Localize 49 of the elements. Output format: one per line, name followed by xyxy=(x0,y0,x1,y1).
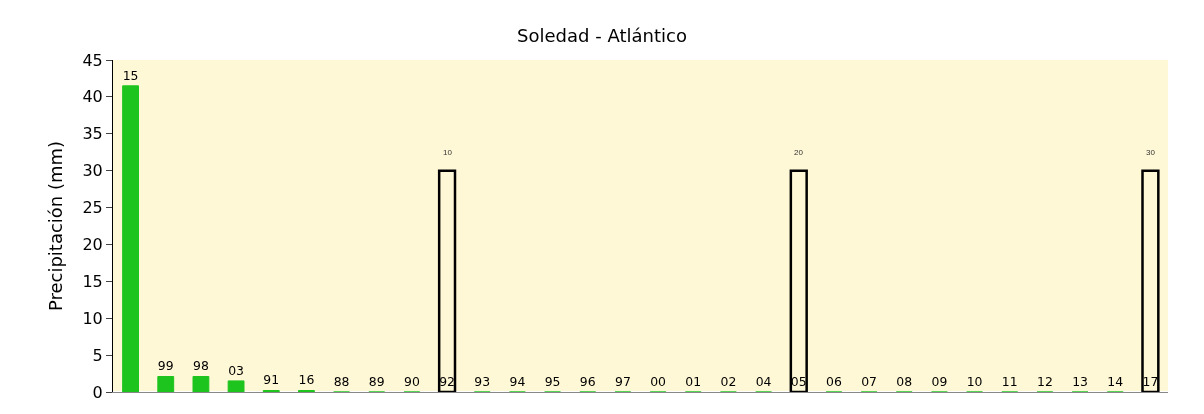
x-tick-label: 90 xyxy=(404,373,420,389)
bar xyxy=(1141,169,1160,392)
annotation: 30 xyxy=(1146,148,1156,157)
x-tick-label: 88 xyxy=(333,373,350,389)
x-tick-label: 97 xyxy=(615,373,631,389)
y-tick-label: 30 xyxy=(82,161,103,181)
x-tick-label: 95 xyxy=(544,373,561,389)
x-tick-label: 92 xyxy=(439,373,455,389)
chart-title: Soledad - Atlántico xyxy=(517,24,687,46)
annotation: 20 xyxy=(794,148,804,157)
x-tick-label: 12 xyxy=(1037,373,1053,389)
y-axis-title: Precipitación (mm) xyxy=(44,140,66,312)
y-tick-label: 20 xyxy=(82,235,103,255)
bar xyxy=(122,85,139,392)
x-tick-label: 96 xyxy=(579,373,596,389)
x-tick-label: 99 xyxy=(157,358,174,374)
y-tick-label: 35 xyxy=(82,124,103,144)
y-tick-label: 15 xyxy=(82,271,103,291)
y-tick-label: 45 xyxy=(82,50,103,70)
x-tick-label: 06 xyxy=(826,373,842,389)
y-tick-label: 10 xyxy=(82,308,103,328)
x-tick-label: 07 xyxy=(861,373,877,389)
y-tick-label: 40 xyxy=(82,87,103,107)
x-tick-label: 08 xyxy=(896,373,913,389)
x-tick-label: 10 xyxy=(966,373,983,389)
x-tick-label: 02 xyxy=(720,373,737,389)
bar xyxy=(789,169,808,392)
y-tick-label: 25 xyxy=(82,198,103,218)
x-tick-label: 91 xyxy=(263,372,280,388)
annotation: 10 xyxy=(443,148,453,157)
x-tick-label: 11 xyxy=(1001,373,1018,389)
x-tick-label: 01 xyxy=(685,373,702,389)
x-tick-label: 16 xyxy=(298,372,315,388)
bar xyxy=(192,376,210,392)
y-tick-label: 0 xyxy=(92,382,103,402)
bar xyxy=(157,376,175,392)
x-tick-label: 04 xyxy=(755,373,772,389)
x-tick-label: 94 xyxy=(509,373,526,389)
x-tick-label: 03 xyxy=(228,362,244,378)
x-tick-label: 98 xyxy=(193,358,209,374)
bar xyxy=(437,169,457,392)
y-tick-label: 5 xyxy=(92,345,103,365)
bar xyxy=(227,380,245,392)
x-tick-label: 09 xyxy=(931,373,948,389)
x-tick-label: 13 xyxy=(1072,373,1088,389)
x-tick-label: 00 xyxy=(650,373,667,389)
x-tick-label: 89 xyxy=(368,373,385,389)
x-tick-label: 93 xyxy=(474,373,491,389)
x-tick-label: 14 xyxy=(1107,373,1124,389)
